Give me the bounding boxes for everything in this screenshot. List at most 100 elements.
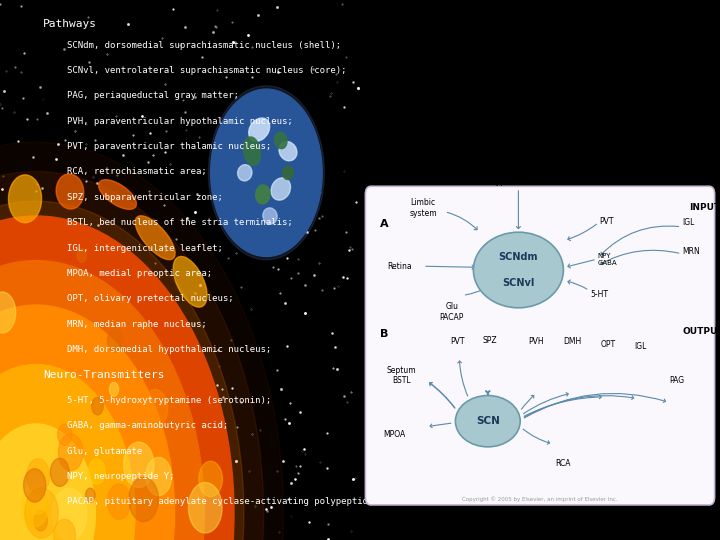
Circle shape <box>25 497 48 530</box>
Circle shape <box>0 305 174 540</box>
Circle shape <box>22 487 48 526</box>
Text: Glu, glutamate: Glu, glutamate <box>66 447 142 456</box>
Text: DMH, dorsomedial hypothalamic nucleus;: DMH, dorsomedial hypothalamic nucleus; <box>66 345 271 354</box>
Text: PVH, paraventricular hypothalamic nucleus;: PVH, paraventricular hypothalamic nucleu… <box>66 117 292 126</box>
Text: Septum
BSTL: Septum BSTL <box>387 366 416 385</box>
Ellipse shape <box>174 256 207 307</box>
Circle shape <box>208 86 325 260</box>
Circle shape <box>146 457 171 496</box>
Text: MPOA: MPOA <box>383 430 405 439</box>
Text: DMH: DMH <box>563 337 582 346</box>
Text: SCNdm: SCNdm <box>499 252 538 261</box>
Ellipse shape <box>243 137 261 165</box>
Ellipse shape <box>283 166 293 180</box>
Text: SCNvl: SCNvl <box>503 279 534 288</box>
Circle shape <box>0 292 16 333</box>
Circle shape <box>86 488 95 503</box>
Text: IGL: IGL <box>683 218 695 227</box>
Circle shape <box>58 434 83 471</box>
Text: PVT: PVT <box>450 337 464 346</box>
Circle shape <box>52 488 87 540</box>
Ellipse shape <box>279 141 297 161</box>
Circle shape <box>0 260 204 540</box>
Circle shape <box>142 389 168 428</box>
Circle shape <box>0 216 234 540</box>
Ellipse shape <box>274 132 287 149</box>
Text: 5-HT: 5-HT <box>590 290 608 299</box>
Text: SCN: SCN <box>476 416 500 426</box>
Text: GABA, gamma-aminobutyric acid;: GABA, gamma-aminobutyric acid; <box>66 421 228 430</box>
Circle shape <box>25 478 50 514</box>
Text: SCNvl, ventrolateral suprachiasmatic nucleus (core);: SCNvl, ventrolateral suprachiasmatic nuc… <box>66 66 346 75</box>
Text: MRN: MRN <box>683 247 700 255</box>
Circle shape <box>128 415 145 440</box>
Circle shape <box>91 397 103 415</box>
Circle shape <box>0 364 135 540</box>
Text: IGL: IGL <box>634 342 647 351</box>
Text: INPUT: INPUT <box>690 202 720 212</box>
Text: BSTL, bed nucleus of the stria terminalis;: BSTL, bed nucleus of the stria terminali… <box>66 218 292 227</box>
Text: IGL, intergeniculate leaflet;: IGL, intergeniculate leaflet; <box>66 244 222 253</box>
Text: Hypothalamus: Hypothalamus <box>490 177 546 186</box>
Text: SPZ, subparaventricular zone;: SPZ, subparaventricular zone; <box>66 193 222 202</box>
Circle shape <box>27 458 50 493</box>
Circle shape <box>53 519 76 540</box>
Text: 5-HT, 5-hydroxytryptamine (serotonin);: 5-HT, 5-hydroxytryptamine (serotonin); <box>66 396 271 405</box>
Circle shape <box>107 330 122 352</box>
Circle shape <box>0 141 284 540</box>
Ellipse shape <box>238 165 252 181</box>
Text: MRN, median raphe nucleus;: MRN, median raphe nucleus; <box>66 320 207 329</box>
Circle shape <box>24 488 58 538</box>
Circle shape <box>107 484 131 519</box>
Ellipse shape <box>271 178 291 200</box>
Text: B: B <box>380 329 388 340</box>
Circle shape <box>0 201 244 540</box>
Text: NPY
GABA: NPY GABA <box>598 253 617 266</box>
Text: Limbic
system: Limbic system <box>409 198 437 218</box>
Circle shape <box>109 382 119 396</box>
Text: Retina: Retina <box>387 262 412 271</box>
Text: PVT: PVT <box>599 217 614 226</box>
Circle shape <box>129 477 158 522</box>
Text: Neuro-Transmitters: Neuro-Transmitters <box>43 370 165 381</box>
Text: NPY, neuropeptide Y;: NPY, neuropeptide Y; <box>66 472 174 481</box>
Circle shape <box>34 511 48 531</box>
Text: OPT, olivary pretectal nucleus;: OPT, olivary pretectal nucleus; <box>66 294 233 303</box>
Text: PVH: PVH <box>528 337 544 346</box>
Ellipse shape <box>9 175 42 223</box>
Circle shape <box>199 461 222 497</box>
Text: MPOA, medial preoptic area;: MPOA, medial preoptic area; <box>66 269 212 278</box>
Text: Copyright © 2005 by Elsevier, an imprint of Elsevier Inc.: Copyright © 2005 by Elsevier, an imprint… <box>462 497 618 502</box>
Text: RCA, retrochiasmatic area;: RCA, retrochiasmatic area; <box>66 167 207 177</box>
Text: Pathways: Pathways <box>43 19 97 29</box>
Circle shape <box>124 442 154 488</box>
Text: PAG: PAG <box>669 376 685 385</box>
Circle shape <box>31 510 42 527</box>
Text: PVT, paraventricular thalamic nucleus;: PVT, paraventricular thalamic nucleus; <box>66 142 271 151</box>
Text: Glu
PACAP: Glu PACAP <box>440 302 464 322</box>
Ellipse shape <box>263 208 277 224</box>
FancyBboxPatch shape <box>365 186 714 505</box>
Ellipse shape <box>56 174 84 209</box>
Ellipse shape <box>135 216 175 260</box>
Ellipse shape <box>99 180 136 210</box>
Text: SPZ: SPZ <box>482 336 497 345</box>
Ellipse shape <box>474 232 563 308</box>
Circle shape <box>24 469 46 502</box>
Ellipse shape <box>456 395 521 447</box>
Text: A: A <box>380 219 388 229</box>
Text: PAG, periaqueductal gray matter;: PAG, periaqueductal gray matter; <box>66 91 238 100</box>
Text: OPT: OPT <box>600 340 616 349</box>
Circle shape <box>0 424 95 540</box>
Circle shape <box>89 459 105 484</box>
Circle shape <box>189 482 222 533</box>
Text: RCA: RCA <box>556 459 571 468</box>
Circle shape <box>0 172 264 540</box>
Text: The Suprachiasmatic Nucleus
(SCN): The Suprachiasmatic Nucleus (SCN) <box>310 16 720 79</box>
Circle shape <box>58 424 72 446</box>
Ellipse shape <box>256 185 270 204</box>
Circle shape <box>77 248 86 262</box>
Text: OUTPUT: OUTPUT <box>683 327 720 336</box>
Text: PACAP, pituitary adenylate cyclase-activating polypeptide: PACAP, pituitary adenylate cyclase-activ… <box>66 497 373 507</box>
Circle shape <box>50 458 69 487</box>
